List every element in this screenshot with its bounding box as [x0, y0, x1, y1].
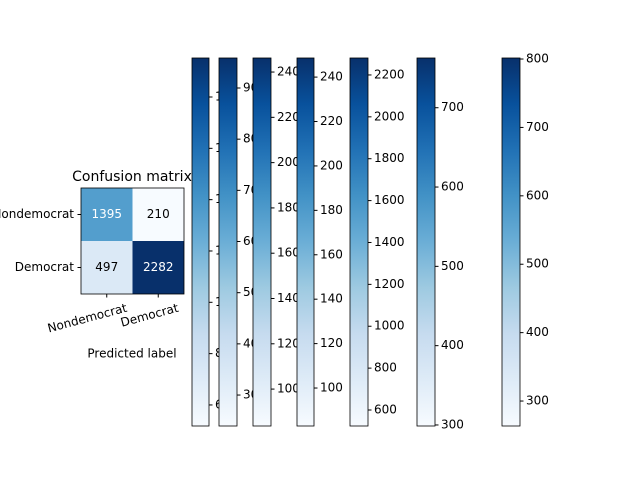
heatmap-cell: [132, 188, 184, 241]
colorbar-tick-label: 1600: [374, 193, 405, 207]
y-tick-label: Democrat: [15, 260, 75, 274]
colorbar-tick-label: 1200: [374, 277, 405, 291]
cell-label: 210: [147, 207, 170, 221]
heatmap-cell: [81, 241, 133, 294]
colorbar: [416, 57, 436, 427]
colorbar-tick-label: 700: [441, 100, 464, 114]
colorbar: [252, 57, 272, 427]
colorbar: [349, 57, 369, 427]
colorbar-tick-label: 400: [526, 325, 549, 339]
y-tick-label: Nondemocrat: [0, 207, 74, 221]
colorbar-tick-label: 240: [277, 65, 300, 79]
cell-label: 1395: [91, 207, 122, 221]
heatmap-cell: [81, 188, 133, 241]
colorbar-tick-label: 140: [320, 292, 343, 306]
colorbar-tick-label: 300: [441, 417, 464, 431]
colorbar: [501, 57, 521, 427]
colorbar-tick-label: 200: [277, 155, 300, 169]
colorbar-tick-label: 120: [277, 336, 300, 350]
colorbar-tick-label: 240: [320, 70, 343, 84]
colorbar-tick-label: 2000: [374, 109, 405, 123]
colorbar-tick-label: 1800: [374, 151, 405, 165]
colorbar-tick-label: 1000: [374, 319, 405, 333]
colorbar: [218, 57, 238, 427]
chart-title: Confusion matrix: [72, 169, 192, 185]
colorbar-tick-label: 600: [441, 180, 464, 194]
colorbar-tick-label: 200: [320, 158, 343, 172]
plot-frame: [80, 187, 185, 295]
colorbar-tick-label: 500: [526, 257, 549, 271]
colorbar-tick-label: 500: [441, 259, 464, 273]
colorbar-tick-label: 800: [526, 52, 549, 66]
colorbar-tick-label: 100: [320, 381, 343, 395]
colorbar-tick-label: 220: [277, 110, 300, 124]
x-tick-label: Nondemocrat: [46, 301, 129, 336]
cell-label: 497: [95, 260, 118, 274]
colorbar-tick-label: 160: [320, 247, 343, 261]
colorbar-tick-label: 140: [277, 291, 300, 305]
x-tick-label: Democrat: [119, 301, 180, 330]
colorbar-tick-label: 700: [526, 120, 549, 134]
colorbar-tick-label: 800: [374, 361, 397, 375]
cell-label: 2282: [143, 260, 174, 274]
x-axis-label: Predicted label: [87, 347, 176, 361]
colorbar-tick-label: 180: [277, 200, 300, 214]
colorbar-tick-label: 1400: [374, 235, 405, 249]
colorbar-tick-label: 400: [441, 338, 464, 352]
colorbar-tick-label: 100: [277, 382, 300, 396]
colorbar-tick-label: 120: [320, 336, 343, 350]
heatmap-cell: [132, 241, 184, 294]
colorbar-tick-label: 600: [374, 403, 397, 417]
colorbar-tick-label: 2200: [374, 67, 405, 81]
colorbar-tick-label: 160: [277, 246, 300, 260]
colorbar-tick-label: 600: [526, 188, 549, 202]
colorbar: [191, 57, 210, 427]
colorbar-tick-label: 180: [320, 203, 343, 217]
colorbar-tick-label: 300: [526, 394, 549, 408]
colorbar-tick-label: 220: [320, 114, 343, 128]
colorbar: [296, 57, 315, 427]
